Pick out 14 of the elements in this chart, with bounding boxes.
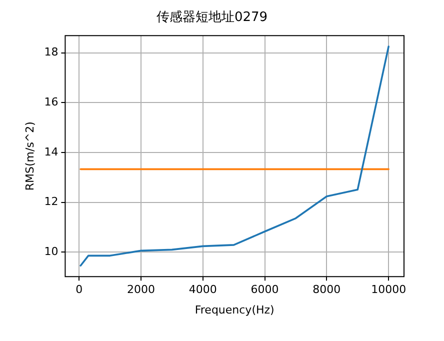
y-axis-title: RMS(m/s^2) xyxy=(23,122,36,191)
y-tick-label: 14 xyxy=(44,145,58,158)
chart-title: 传感器短地址0279 xyxy=(156,10,268,26)
x-tick-label: 2000 xyxy=(126,283,155,296)
x-tick-label: 8000 xyxy=(312,283,341,296)
x-tick-label: 10000 xyxy=(371,283,406,296)
x-tick-label: 4000 xyxy=(188,283,217,296)
y-tick-label: 18 xyxy=(44,46,58,59)
y-tick-label: 16 xyxy=(44,96,58,108)
x-tick-label: 0 xyxy=(76,283,83,296)
y-tick-label: 12 xyxy=(44,195,58,208)
x-axis-title: Frequency(Hz) xyxy=(194,303,274,316)
y-tick-label: 10 xyxy=(44,245,58,258)
x-tick-label: 6000 xyxy=(250,283,279,296)
